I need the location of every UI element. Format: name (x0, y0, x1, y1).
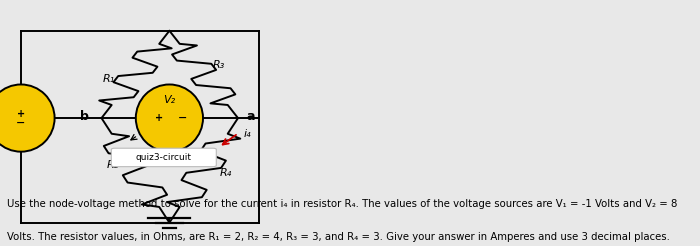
Text: a: a (246, 110, 255, 123)
Text: i₄: i₄ (244, 129, 251, 139)
Text: +: + (17, 108, 25, 119)
Text: +: + (155, 113, 163, 123)
Text: V₂: V₂ (163, 94, 176, 105)
Text: R₁: R₁ (103, 75, 115, 84)
Text: Volts. The resistor values, in Ohms, are R₁ = 2, R₂ = 4, R₃ = 3, and R₄ = 3. Giv: Volts. The resistor values, in Ohms, are… (7, 232, 670, 243)
Text: Use the node-voltage method to solve for the current i₄ in resistor R₄. The valu: Use the node-voltage method to solve for… (7, 199, 678, 209)
Ellipse shape (136, 84, 203, 152)
Ellipse shape (0, 84, 55, 152)
Text: R₄: R₄ (219, 168, 232, 178)
Text: b: b (80, 110, 89, 123)
FancyBboxPatch shape (111, 148, 216, 167)
Text: −: − (178, 113, 188, 123)
Text: quiz3-circuit: quiz3-circuit (136, 153, 192, 162)
Text: R₂: R₂ (106, 160, 118, 170)
Text: −: − (16, 118, 26, 128)
Text: R₃: R₃ (213, 61, 225, 70)
